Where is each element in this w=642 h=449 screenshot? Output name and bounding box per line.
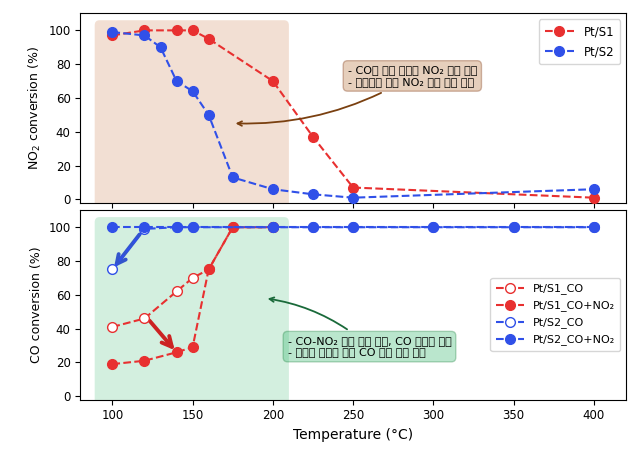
Y-axis label: NO$_2$ conversion (%): NO$_2$ conversion (%)	[26, 46, 43, 170]
Pt/S2	[590, 186, 598, 192]
Pt/S2_CO	[173, 224, 180, 230]
Pt/S2_CO	[429, 224, 437, 230]
Pt/S2_CO+NO₂	[269, 224, 277, 230]
Line: Pt/S2_CO+NO₂: Pt/S2_CO+NO₂	[107, 222, 599, 232]
Pt/S2	[173, 79, 180, 84]
X-axis label: Temperature (°C): Temperature (°C)	[293, 428, 413, 442]
Pt/S2	[157, 44, 164, 50]
Pt/S2_CO+NO₂	[309, 224, 317, 230]
Pt/S2_CO+NO₂	[510, 224, 517, 230]
Legend: Pt/S1_CO, Pt/S1_CO+NO₂, Pt/S2_CO, Pt/S2_CO+NO₂: Pt/S1_CO, Pt/S1_CO+NO₂, Pt/S2_CO, Pt/S2_…	[490, 278, 620, 351]
Pt/S1_CO	[173, 289, 180, 294]
Line: Pt/S1: Pt/S1	[107, 26, 599, 202]
Pt/S2_CO+NO₂	[141, 224, 148, 230]
Pt/S2	[108, 29, 116, 35]
Pt/S2_CO+NO₂	[429, 224, 437, 230]
Pt/S1_CO+NO₂	[189, 344, 196, 350]
Pt/S1_CO	[108, 324, 116, 330]
Pt/S1	[173, 28, 180, 33]
Line: Pt/S2: Pt/S2	[107, 27, 599, 202]
Pt/S2_CO+NO₂	[590, 224, 598, 230]
Pt/S2_CO	[590, 224, 598, 230]
Pt/S1_CO	[269, 224, 277, 230]
Pt/S1_CO	[189, 275, 196, 281]
Pt/S2_CO+NO₂	[173, 224, 180, 230]
Pt/S2_CO	[309, 224, 317, 230]
Pt/S2	[349, 195, 357, 200]
Pt/S1_CO+NO₂	[141, 358, 148, 363]
Pt/S2_CO	[141, 226, 148, 232]
Pt/S1	[141, 28, 148, 33]
Line: Pt/S1_CO: Pt/S1_CO	[107, 222, 278, 332]
Pt/S2	[309, 192, 317, 197]
Pt/S1_CO	[205, 267, 213, 272]
Pt/S1	[309, 134, 317, 140]
Legend: Pt/S1, Pt/S2: Pt/S1, Pt/S2	[539, 19, 620, 64]
Pt/S1	[189, 28, 196, 33]
Line: Pt/S1_CO+NO₂: Pt/S1_CO+NO₂	[107, 222, 278, 369]
Pt/S2_CO	[108, 267, 116, 272]
Pt/S1	[108, 33, 116, 38]
Pt/S1_CO+NO₂	[173, 350, 180, 355]
Pt/S1_CO+NO₂	[269, 224, 277, 230]
Pt/S2_CO	[269, 224, 277, 230]
Text: - CO와 달리 상반된 NO₂ 저감 효율
- 지지체에 따른 NO₂ 저감 효율 차이: - CO와 달리 상반된 NO₂ 저감 효율 - 지지체에 따른 NO₂ 저감 …	[238, 65, 477, 126]
Line: Pt/S2_CO: Pt/S2_CO	[107, 222, 599, 274]
Pt/S2	[269, 186, 277, 192]
Pt/S2_CO	[349, 224, 357, 230]
Pt/S2	[205, 112, 213, 118]
Pt/S1	[349, 185, 357, 190]
Pt/S1	[269, 79, 277, 84]
Pt/S1_CO+NO₂	[205, 267, 213, 272]
Text: - CO-NO₂ 동시 주입 경우, CO 전환율 저하
- 지지체 특성에 따른 CO 전환 효율 차이: - CO-NO₂ 동시 주입 경우, CO 전환율 저하 - 지지체 특성에 따…	[270, 297, 451, 357]
Pt/S1_CO+NO₂	[229, 224, 236, 230]
Pt/S2_CO+NO₂	[349, 224, 357, 230]
FancyBboxPatch shape	[95, 20, 289, 208]
Pt/S1_CO	[229, 224, 236, 230]
Pt/S2_CO+NO₂	[189, 224, 196, 230]
Pt/S2_CO	[510, 224, 517, 230]
Pt/S1_CO	[141, 316, 148, 321]
Pt/S2_CO	[189, 224, 196, 230]
Pt/S2	[141, 33, 148, 38]
Y-axis label: CO conversion (%): CO conversion (%)	[30, 247, 43, 363]
FancyBboxPatch shape	[95, 217, 289, 405]
Pt/S2	[189, 88, 196, 94]
Pt/S1_CO+NO₂	[108, 361, 116, 367]
Pt/S1	[590, 195, 598, 200]
Pt/S2_CO+NO₂	[108, 224, 116, 230]
Pt/S1	[205, 36, 213, 41]
Pt/S2	[229, 175, 236, 180]
